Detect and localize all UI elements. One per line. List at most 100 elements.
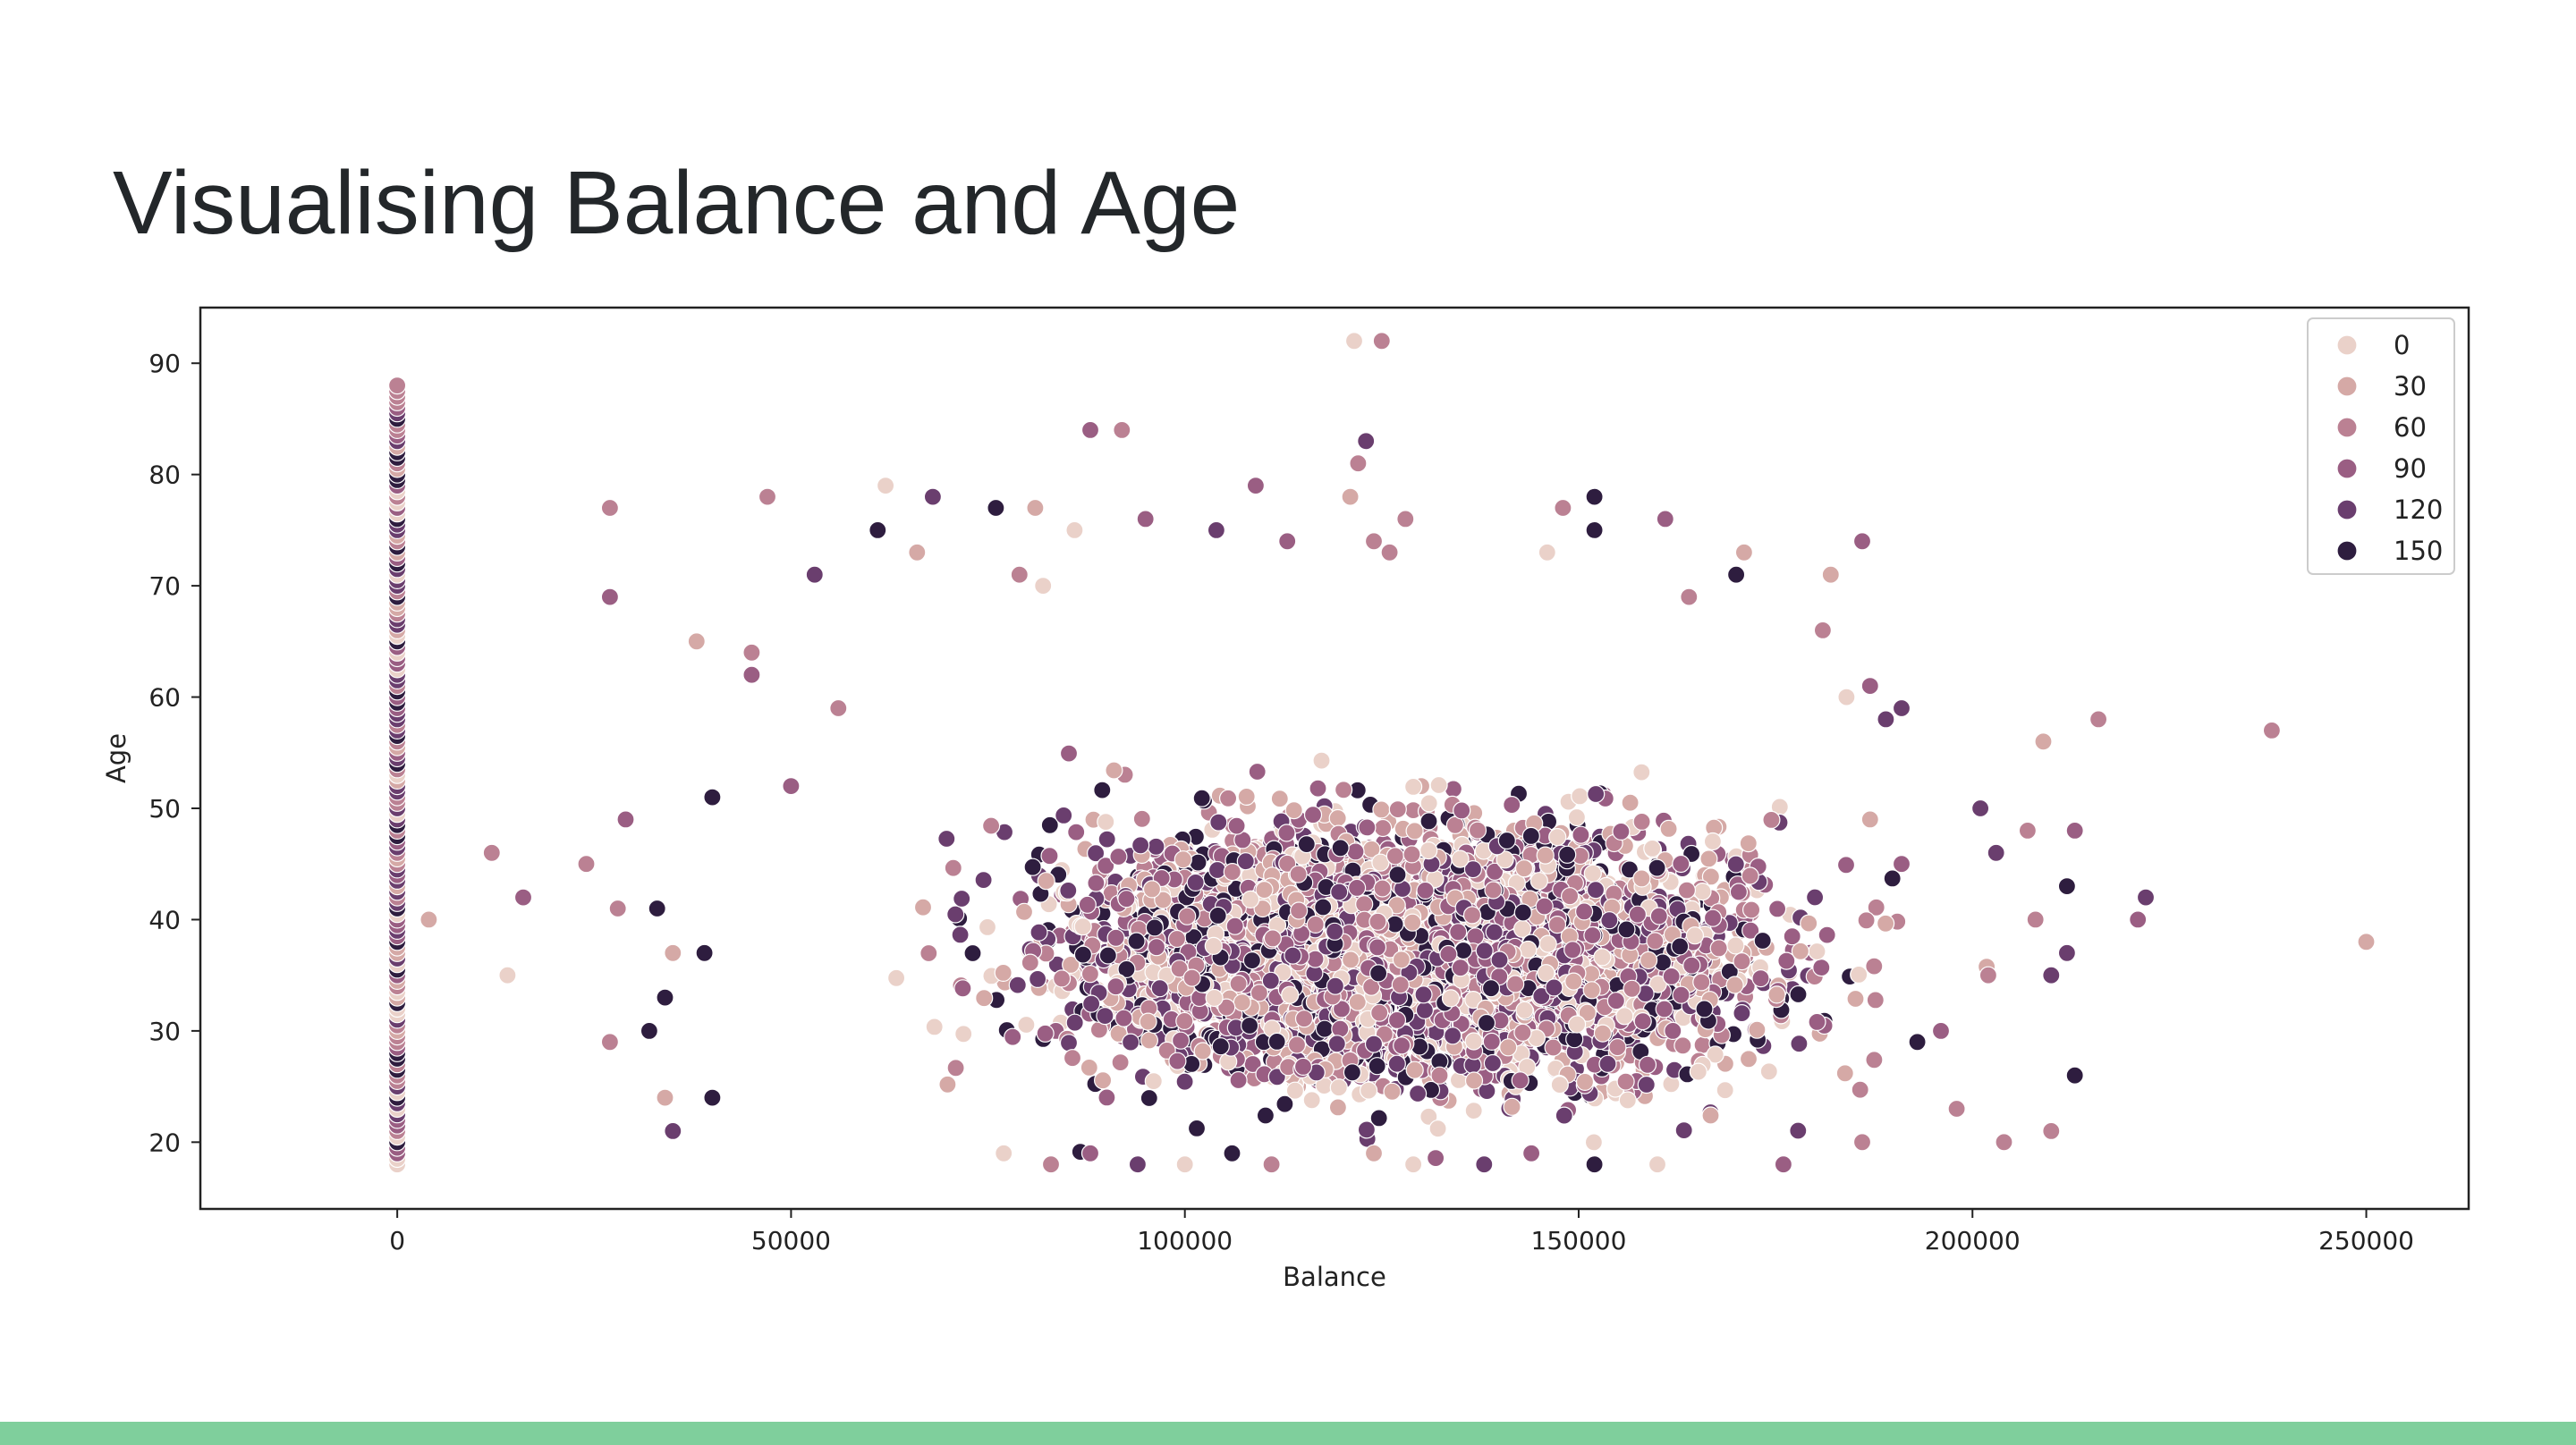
- scatter-point: [1086, 844, 1106, 863]
- scatter-point: [1544, 1038, 1563, 1057]
- scatter-point: [1638, 1055, 1657, 1074]
- scatter-point: [974, 870, 993, 890]
- scatter-point: [1805, 888, 1825, 907]
- scatter-point: [1633, 1011, 1652, 1031]
- scatter-point: [1503, 1097, 1521, 1116]
- scatter-point: [1701, 867, 1721, 886]
- scatter-point: [1052, 969, 1072, 988]
- scatter-point: [1692, 973, 1711, 992]
- scatter-point: [1464, 1071, 1484, 1090]
- scatter-point: [1699, 849, 1718, 868]
- scatter-point: [1140, 1031, 1159, 1050]
- scatter-point: [963, 943, 982, 963]
- slide-title: Visualising Balance and Age: [113, 153, 1241, 253]
- scatter-point: [1726, 936, 1745, 955]
- scatter-point: [946, 1059, 965, 1077]
- scatter-point: [1098, 946, 1117, 965]
- scatter-point: [1808, 1012, 1826, 1032]
- scatter-point: [1783, 927, 1801, 946]
- scatter-point: [1464, 1101, 1483, 1120]
- scatter-point: [1229, 1070, 1248, 1090]
- scatter-point: [1689, 1062, 1707, 1081]
- scatter-point: [1059, 881, 1078, 900]
- scatter-point: [1063, 1049, 1082, 1068]
- scatter-point: [1028, 969, 1047, 989]
- scatter-point: [1791, 942, 1810, 960]
- scatter-point: [954, 1025, 973, 1044]
- scatter-point: [1373, 818, 1393, 838]
- scatter-point: [1503, 795, 1521, 815]
- scatter-point: [1571, 787, 1589, 806]
- scatter-point: [1672, 985, 1690, 1004]
- scatter-point: [1405, 822, 1424, 841]
- scatter-point: [1674, 1036, 1692, 1055]
- scatter-point: [1036, 1024, 1055, 1043]
- scatter-point: [1606, 992, 1626, 1010]
- scatter-point: [1482, 1032, 1501, 1052]
- scatter-point: [1565, 1030, 1584, 1049]
- scatter-point: [944, 858, 962, 877]
- scatter-point: [1081, 994, 1101, 1013]
- scatter-point: [1468, 821, 1487, 840]
- scatter-point: [1023, 858, 1042, 876]
- scatter-point: [1483, 1053, 1503, 1073]
- scatter-point: [1147, 837, 1165, 856]
- scatter-point: [1078, 895, 1097, 914]
- scatter-point: [1369, 1109, 1388, 1128]
- scatter-point: [1372, 800, 1391, 819]
- scatter-point: [1097, 1088, 1116, 1107]
- scatter-point: [1348, 993, 1367, 1011]
- scatter-point: [1865, 957, 1884, 976]
- scatter-point: [1598, 1054, 1617, 1073]
- scatter-point: [1131, 836, 1150, 855]
- scatter-point: [925, 1018, 944, 1036]
- scatter-point: [1168, 1052, 1187, 1070]
- scatter-point: [1716, 1081, 1734, 1100]
- scatter-point: [1055, 806, 1073, 825]
- scatter-point: [1388, 799, 1407, 819]
- scatter-point: [978, 917, 997, 937]
- scatter-point: [1329, 1078, 1348, 1097]
- scatter-point: [1560, 887, 1580, 906]
- scatter-point: [1097, 830, 1116, 849]
- scatter-point: [1059, 1034, 1079, 1052]
- scatter-point: [1621, 793, 1640, 812]
- scatter-point: [953, 979, 972, 998]
- scatter-point: [1739, 833, 1758, 853]
- scatter-point: [1359, 1081, 1378, 1100]
- scatter-point: [1709, 939, 1728, 958]
- scatter-point: [1073, 917, 1092, 936]
- scatter-point: [1387, 1054, 1406, 1073]
- scatter-point: [951, 925, 970, 944]
- scatter-point: [1270, 790, 1289, 808]
- plot-points: [388, 332, 2376, 1174]
- scatter-point: [1008, 976, 1027, 994]
- scatter-point: [1114, 1009, 1133, 1027]
- scatter-point: [1040, 847, 1059, 866]
- scatter-point: [1419, 1107, 1438, 1126]
- scatter-point: [388, 376, 407, 395]
- scatter-point: [1132, 809, 1151, 828]
- scatter-point: [1835, 1064, 1854, 1083]
- scatter-point: [1287, 1035, 1307, 1054]
- scatter-point: [1662, 967, 1681, 986]
- scatter-point: [1789, 1121, 1808, 1140]
- scatter-point: [1127, 932, 1146, 951]
- scatter-point: [1383, 1082, 1402, 1101]
- scatter-point: [1073, 945, 1093, 964]
- scatter-point: [1582, 981, 1601, 1000]
- scatter-point: [1037, 872, 1055, 891]
- scatter-point: [937, 829, 956, 849]
- scatter-point: [1812, 958, 1831, 977]
- scatter-point: [1067, 823, 1086, 841]
- scatter-point: [1612, 822, 1631, 841]
- scatter-point: [1741, 900, 1761, 919]
- scatter-point: [1093, 1071, 1113, 1090]
- scatter-point: [1192, 789, 1211, 807]
- scatter-point: [1285, 1081, 1305, 1100]
- scatter-point: [1664, 1021, 1682, 1041]
- scatter-point: [1850, 965, 1868, 984]
- scatter-point: [1004, 1027, 1022, 1046]
- scatter-point: [1346, 842, 1365, 861]
- scatter-point: [1109, 847, 1128, 866]
